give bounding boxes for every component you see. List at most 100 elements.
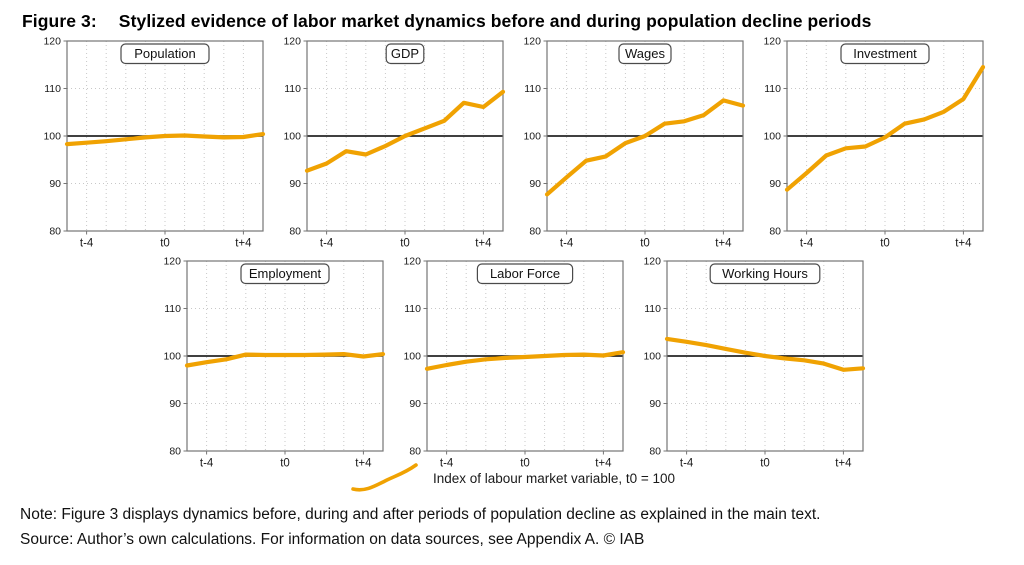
plot-population: 80 90 100 110 120 t-4 t0 t+4 Population [43,37,266,249]
svg-text:100: 100 [163,351,181,363]
gridlines [427,261,623,451]
panel-title-label: Employment [249,266,322,281]
svg-text:t+4: t+4 [235,238,252,250]
svg-text:90: 90 [289,178,301,190]
y-axis: 80 90 100 110 120 [283,37,307,238]
panel-title-box [618,43,672,65]
legend-line-path [351,463,418,492]
svg-text:120: 120 [283,37,301,48]
x-axis: t-4 t0 t+4 [680,451,852,469]
svg-text:t0: t0 [880,238,890,250]
svg-text:100: 100 [403,351,421,363]
svg-text:80: 80 [169,446,181,458]
series-line-labor-force [424,350,626,371]
source-text: Source: Author’s own calculations. For i… [20,531,645,548]
svg-text:100: 100 [523,131,541,143]
gridlines [307,41,503,231]
charts-row-top: 80 90 100 110 120 t-4 t0 t+4 Population 80 90 100 11… [0,37,1024,249]
panel-title-box [240,263,330,285]
plot-gdp: 80 90 100 110 120 t-4 t0 t+4 GDP [283,37,506,249]
plot-labor-force: 80 90 100 110 120 t-4 t0 t+4 Labor Force [403,257,626,469]
svg-text:t-4: t-4 [200,458,214,470]
svg-text:90: 90 [169,398,181,410]
svg-text:110: 110 [764,83,781,95]
svg-text:90: 90 [529,178,541,190]
chart-panel-labor-force: 80 90 100 110 120 t-4 t0 t+4 Labor Force [397,257,627,469]
chart-panel-population: 80 90 100 110 120 t-4 t0 t+4 Population [37,37,267,249]
series-line-investment [784,65,986,192]
svg-text:80: 80 [769,226,781,238]
gridlines [547,41,743,231]
plot-working-hours: 80 90 100 110 120 t-4 t0 t+4 Working Hours [643,257,866,469]
chart-panel-wages: 80 90 100 110 120 t-4 t0 t+4 Wages [517,37,747,249]
panel-title-label: Wages [625,46,665,61]
svg-text:t+4: t+4 [715,238,732,250]
plot-wages: 80 90 100 110 120 t-4 t0 t+4 Wages [523,37,746,250]
svg-text:110: 110 [404,303,421,315]
svg-text:110: 110 [644,303,661,315]
panel-title-box [385,43,425,65]
svg-text:t0: t0 [760,458,770,470]
svg-text:80: 80 [289,226,301,238]
legend: Index of labour market variable, t0 = 10… [0,460,1024,496]
svg-text:90: 90 [49,178,61,190]
svg-text:t0: t0 [280,458,290,470]
panel-title-label: GDP [391,46,419,61]
panel-title-box [840,43,930,65]
plot-employment: 80 90 100 110 120 t-4 t0 t+4 Employment [163,257,386,469]
svg-text:t-4: t-4 [800,238,814,250]
svg-text:t+4: t+4 [475,238,492,250]
figure-title-text: Stylized evidence of labor market dynami… [118,11,872,31]
svg-text:t+4: t+4 [355,458,372,470]
x-axis: t-4 t0 t+4 [80,231,252,249]
svg-text:120: 120 [163,257,181,268]
y-axis: 80 90 100 110 120 [163,257,187,458]
chart-panel-working-hours: 80 90 100 110 120 t-4 t0 t+4 Working Hours [637,257,867,469]
figure-title: Figure 3: Stylized evidence of labor mark… [0,0,1024,32]
series-line-population [64,131,266,147]
chart-panel-investment: 80 90 100 110 120 t-4 t0 t+4 Investment [757,37,987,249]
chart-panel-employment: 80 90 100 110 120 t-4 t0 t+4 Employment [157,257,387,469]
panel-title-label: Labor Force [490,266,560,281]
svg-text:t+4: t+4 [595,458,612,470]
svg-text:t+4: t+4 [955,238,972,250]
gridlines [187,261,383,451]
panel-title-box [709,263,821,285]
svg-text:t-4: t-4 [320,238,334,250]
svg-text:100: 100 [283,131,301,143]
x-axis: t-4 t0 t+4 [800,231,972,249]
panel-title-box [476,263,574,285]
svg-text:80: 80 [409,446,421,458]
y-axis: 80 90 100 110 120 [523,37,547,238]
x-axis: t-4 t0 t+4 [200,451,372,469]
svg-text:t0: t0 [520,458,530,470]
chart-panel-gdp: 80 90 100 110 120 t-4 t0 t+4 GDP [277,37,507,249]
svg-text:120: 120 [763,37,781,48]
legend-line-swatch [351,463,418,492]
series-line-gdp [304,89,506,173]
svg-text:t0: t0 [160,238,170,250]
svg-text:90: 90 [409,398,421,410]
gridlines [787,41,983,231]
svg-text:t0: t0 [400,238,410,250]
panel-title-label: Population [134,46,195,61]
svg-text:90: 90 [769,178,781,190]
svg-text:110: 110 [164,303,181,315]
series-line-working-hours [664,336,866,372]
note-text: Note: Figure 3 displays dynamics before,… [20,506,821,523]
svg-text:80: 80 [529,226,541,238]
svg-text:t-4: t-4 [680,458,694,470]
svg-text:t-4: t-4 [440,458,454,470]
svg-text:t-4: t-4 [80,238,94,250]
svg-text:110: 110 [284,83,301,95]
x-axis: t-4 t0 t+4 [440,451,612,469]
y-axis: 80 90 100 110 120 [643,257,667,458]
panel-title-box [120,43,210,65]
svg-text:110: 110 [524,83,541,95]
svg-text:120: 120 [403,257,421,268]
svg-text:120: 120 [523,37,541,48]
svg-text:t+4: t+4 [835,458,852,470]
x-axis: t-4 t0 t+4 [320,231,492,249]
svg-text:80: 80 [49,226,61,238]
y-axis: 80 90 100 110 120 [43,37,67,238]
